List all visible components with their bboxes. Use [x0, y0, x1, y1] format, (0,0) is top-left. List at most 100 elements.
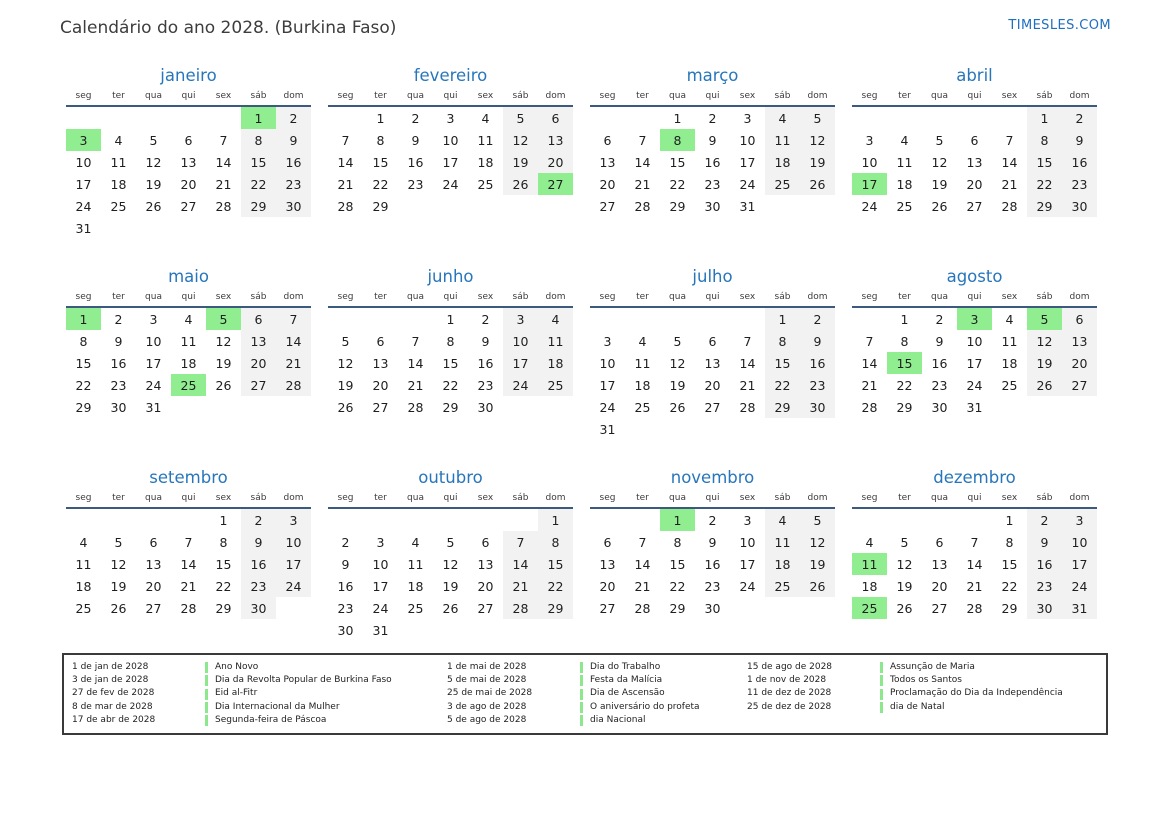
day-cell: 16: [477, 355, 494, 371]
empty-day-cell: [363, 307, 398, 330]
day-cell: 9: [935, 333, 944, 349]
weekday-header: dom: [807, 292, 828, 302]
day-cell: 29: [372, 198, 389, 214]
day-cell: 22: [765, 374, 800, 396]
weekday-header: qui: [967, 493, 982, 503]
day-cell: 15: [669, 556, 686, 572]
legend-date: 5 de ago de 2028: [447, 714, 527, 725]
empty-day-cell: [957, 106, 992, 129]
day-cell: 19: [800, 151, 835, 173]
day-cell: 6: [708, 333, 717, 349]
day-cell: 22: [896, 377, 913, 393]
day-cell: 10: [145, 333, 162, 349]
day-cell: 25: [477, 176, 494, 192]
day-cell: 6: [538, 106, 573, 129]
day-cell: 1: [219, 512, 228, 528]
day-cell: 13: [477, 556, 494, 572]
day-cell: 25: [75, 600, 92, 616]
day-cell: 29: [765, 396, 800, 418]
weekday-header: sáb: [1036, 292, 1053, 302]
day-cell: 17: [75, 176, 92, 192]
empty-day-cell: [660, 418, 695, 440]
site-link[interactable]: TIMESLES.COM: [1008, 18, 1111, 33]
day-cell: 6: [603, 534, 612, 550]
legend-holiday-name: Dia do Trabalho: [590, 662, 661, 672]
day-cell: 15: [765, 352, 800, 374]
day-cell: 21: [215, 176, 232, 192]
month-junho: junho seg ter qua qui sex sáb dom 1 2 3 4 5 6 7 8 9 10 11 1…: [328, 267, 573, 440]
day-cell: 22: [1027, 173, 1062, 195]
day-cell: 24: [372, 600, 389, 616]
day-cell: 9: [241, 531, 276, 553]
day-cell: 11: [110, 154, 127, 170]
legend-entry: 25 de dez de 2028 dia de Natal: [747, 701, 1100, 714]
day-cell: 3: [1062, 508, 1097, 531]
day-cell: 3: [149, 311, 158, 327]
day-cell: 2: [1027, 508, 1062, 531]
empty-day-cell: [241, 217, 276, 239]
month-agosto: agosto seg ter qua qui sex sáb dom 1 2 3 4 5 6 7 8 9 10 11…: [852, 267, 1097, 440]
day-cell: 13: [931, 556, 948, 572]
holiday-day-cell: 8: [660, 129, 695, 151]
empty-day-cell: [730, 307, 765, 330]
holiday-marker-icon: [880, 688, 883, 700]
day-cell: 28: [1001, 198, 1018, 214]
weekday-header: qua: [931, 493, 948, 503]
day-cell: 7: [1005, 132, 1014, 148]
day-cell: 31: [1062, 597, 1097, 619]
day-cell: 17: [1062, 553, 1097, 575]
empty-day-cell: [765, 418, 800, 440]
day-cell: 18: [110, 176, 127, 192]
day-cell: 23: [276, 173, 311, 195]
weekday-header: sex: [739, 493, 756, 503]
day-cell: 22: [669, 176, 686, 192]
empty-day-cell: [503, 619, 538, 641]
holiday-day-cell: 25: [852, 597, 887, 619]
day-cell: 15: [538, 553, 573, 575]
day-cell: 21: [503, 575, 538, 597]
weekday-header: sex: [215, 493, 232, 503]
month-novembro: novembro seg ter qua qui sex sáb dom 1 2 3 4 5 6 7 8 9 10…: [590, 468, 835, 641]
day-cell: 1: [538, 508, 573, 531]
day-cell: 29: [75, 399, 92, 415]
legend-holiday-name: Proclamação do Dia da Independência: [890, 688, 1063, 699]
weekday-header: ter: [898, 493, 911, 503]
legend-entry: 1 de mai de 2028 Dia do Trabalho: [447, 661, 747, 674]
legend-date: 3 de jan de 2028: [72, 675, 149, 686]
empty-day-cell: [206, 106, 241, 129]
weekday-header: ter: [112, 292, 125, 302]
day-cell: 18: [634, 377, 651, 393]
day-cell: 18: [477, 154, 494, 170]
holiday-marker-icon: [880, 662, 883, 674]
month-title: novembro: [670, 468, 755, 487]
weekday-header: dom: [545, 91, 566, 101]
day-cell: 5: [503, 106, 538, 129]
day-cell: 4: [638, 333, 647, 349]
day-cell: 16: [704, 154, 721, 170]
legend-entry: 27 de fev de 2028 Eid al-Fitr: [72, 687, 447, 700]
month-title: março: [686, 66, 739, 85]
day-cell: 10: [276, 531, 311, 553]
legend-entry: 25 de mai de 2028 Dia de Ascensão: [447, 687, 747, 700]
day-cell: 29: [669, 600, 686, 616]
empty-day-cell: [398, 307, 433, 330]
empty-day-cell: [363, 508, 398, 531]
day-cell: 12: [800, 531, 835, 553]
day-cell: 20: [599, 578, 616, 594]
day-cell: 3: [743, 110, 752, 126]
empty-day-cell: [433, 508, 468, 531]
weekday-header: seg: [337, 91, 354, 101]
day-cell: 15: [1001, 556, 1018, 572]
legend-date: 15 de ago de 2028: [747, 662, 833, 672]
day-cell: 25: [110, 198, 127, 214]
empty-day-cell: [171, 396, 206, 418]
empty-day-cell: [590, 508, 625, 531]
day-cell: 16: [407, 154, 424, 170]
day-cell: 8: [900, 333, 909, 349]
day-cell: 5: [149, 132, 158, 148]
legend-column-2: 1 de mai de 2028 Dia do Trabalho 5 de mai …: [447, 661, 747, 727]
day-cell: 2: [341, 534, 350, 550]
day-cell: 3: [276, 508, 311, 531]
day-cell: 1: [900, 311, 909, 327]
day-cell: 10: [372, 556, 389, 572]
